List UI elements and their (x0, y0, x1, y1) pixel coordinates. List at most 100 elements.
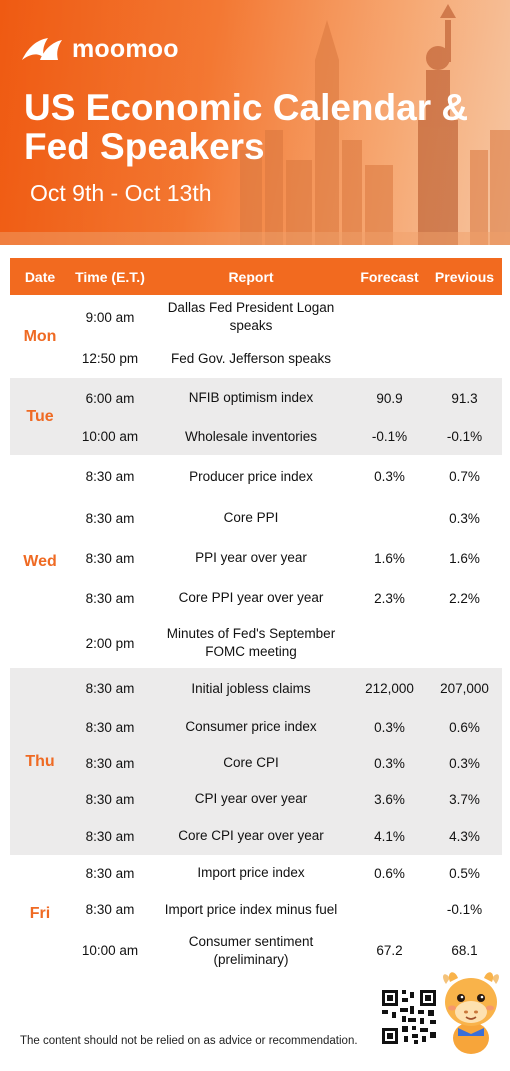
table-header: Date Time (E.T.) Report Forecast Previou… (10, 258, 502, 295)
time-cell: 9:00 am (85, 309, 135, 325)
day-group-fri: Fri 8:30 am Import price index 0.6% 0.5%… (10, 855, 502, 973)
time-cell: 8:30 am (85, 755, 135, 771)
report-cell: Import price index (197, 865, 305, 880)
previous-cell: 4.3% (449, 828, 480, 844)
previous-cell: 0.6% (449, 719, 480, 735)
forecast-cell: 2.3% (374, 590, 405, 606)
brand-logo: moomoo (20, 34, 179, 64)
time-cell: 8:30 am (85, 469, 135, 484)
qr-code-icon (380, 988, 438, 1046)
time-cell: 8:30 am (85, 902, 135, 917)
report-cell: Minutes of Fed's September FOMC meeting (166, 626, 336, 659)
previous-cell: 2.2% (449, 590, 480, 606)
previous-cell: 207,000 (440, 681, 489, 696)
time-cell: 8:30 am (85, 791, 135, 807)
day-group-thu: Thu 8:30 am Initial jobless claims 212,0… (10, 668, 502, 855)
previous-cell: 0.3% (449, 755, 480, 771)
report-cell: Core PPI (223, 510, 279, 525)
previous-cell: -0.1% (446, 429, 483, 444)
previous-cell: 91.3 (451, 390, 478, 406)
day-group-wed: Wed 8:30 am Producer price index 0.3% 0.… (10, 455, 502, 668)
day-label: Wed (23, 552, 57, 570)
forecast-cell: 0.3% (374, 755, 405, 771)
table-row: 8:30 am Import price index minus fuel -0… (70, 891, 502, 928)
report-cell: Core CPI year over year (178, 828, 324, 843)
title-line-2: Fed Speakers (24, 126, 265, 167)
table-row: 8:30 am Initial jobless claims 212,000 2… (70, 668, 502, 709)
time-cell: 12:50 pm (81, 351, 139, 366)
table-row: 12:50 pm Fed Gov. Jefferson speaks (70, 339, 502, 378)
table-row: 8:30 am CPI year over year 3.6% 3.7% (70, 781, 502, 817)
time-cell: 8:30 am (85, 719, 135, 735)
forecast-cell: 3.6% (374, 791, 405, 807)
mascot-icon (443, 972, 499, 1054)
forecast-cell: 4.1% (374, 828, 405, 844)
table-row: 6:00 am NFIB optimism index 90.9 91.3 (70, 378, 502, 418)
hero-banner: moomoo US Economic Calendar & Fed Speake… (0, 0, 510, 245)
report-cell: Initial jobless claims (191, 680, 311, 696)
day-group-mon: Mon 9:00 am Dallas Fed President Logan s… (10, 295, 502, 378)
city-skyline-icon (0, 0, 510, 245)
previous-cell: -0.1% (446, 902, 483, 917)
report-cell: Consumer price index (185, 719, 317, 734)
table-row: 8:30 am Consumer price index 0.3% 0.6% (70, 709, 502, 745)
previous-cell: 0.7% (449, 469, 480, 484)
table-row: 10:00 am Wholesale inventories -0.1% -0.… (70, 418, 502, 455)
report-cell: Core PPI year over year (178, 590, 324, 605)
forecast-cell: 90.9 (376, 390, 403, 406)
previous-cell: 0.3% (449, 510, 480, 526)
day-label: Fri (29, 905, 51, 922)
day-group-tue: Tue 6:00 am NFIB optimism index 90.9 91.… (10, 378, 502, 455)
report-cell: NFIB optimism index (188, 390, 314, 405)
previous-cell: 3.7% (449, 791, 480, 807)
col-header-previous: Previous (434, 268, 495, 285)
table-row: 2:00 pm Minutes of Fed's September FOMC … (70, 618, 502, 668)
disclaimer-text: The content should not be relied on as a… (20, 1035, 358, 1047)
report-cell: Producer price index (189, 468, 313, 484)
previous-cell: 1.6% (449, 550, 480, 566)
table-row: 8:30 am PPI year over year 1.6% 1.6% (70, 538, 502, 578)
col-header-time: Time (E.T.) (75, 268, 145, 285)
time-cell: 8:30 am (85, 550, 135, 566)
calendar-table: Date Time (E.T.) Report Forecast Previou… (10, 258, 502, 1020)
moomoo-logo-icon (22, 38, 62, 60)
col-header-forecast: Forecast (360, 268, 419, 285)
report-cell: Core CPI (223, 755, 279, 770)
table-row: 9:00 am Dallas Fed President Logan speak… (70, 295, 502, 339)
time-cell: 8:30 am (85, 865, 135, 881)
time-cell: 2:00 pm (85, 635, 135, 651)
report-cell: Consumer sentiment (preliminary) (188, 933, 314, 967)
logo-text: moomoo (72, 34, 179, 63)
time-cell: 6:00 am (85, 390, 135, 406)
title-line-1: US Economic Calendar & (24, 87, 469, 128)
table-row: 10:00 am Consumer sentiment (preliminary… (70, 928, 502, 973)
date-range: Oct 9th - Oct 13th (30, 180, 212, 206)
day-label: Mon (23, 327, 57, 345)
report-cell: Wholesale inventories (184, 428, 318, 444)
time-cell: 8:30 am (85, 681, 135, 696)
col-header-report: Report (228, 268, 274, 285)
day-label: Thu (25, 752, 55, 770)
col-header-date: Date (24, 268, 56, 285)
time-cell: 10:00 am (81, 429, 139, 444)
time-cell: 10:00 am (81, 943, 139, 958)
forecast-cell: 67.2 (376, 943, 403, 958)
report-cell: PPI year over year (195, 550, 307, 565)
previous-cell: 68.1 (451, 943, 478, 958)
table-row: 8:30 am Core PPI 0.3% (70, 498, 502, 538)
time-cell: 8:30 am (85, 828, 135, 844)
forecast-cell: 1.6% (374, 550, 405, 566)
forecast-cell: -0.1% (371, 429, 408, 444)
report-cell: Fed Gov. Jefferson speaks (170, 350, 332, 366)
table-row: 8:30 am Core CPI year over year 4.1% 4.3… (70, 817, 502, 855)
previous-cell: 0.5% (449, 865, 480, 881)
forecast-cell: 212,000 (365, 681, 414, 696)
table-row: 8:30 am Core PPI year over year 2.3% 2.2… (70, 578, 502, 618)
report-cell: Dallas Fed President Logan speaks (167, 300, 335, 333)
forecast-cell: 0.6% (374, 865, 405, 881)
forecast-cell: 0.3% (374, 719, 405, 735)
table-row: 8:30 am Core CPI 0.3% 0.3% (70, 745, 502, 781)
forecast-cell: 0.3% (374, 469, 405, 484)
report-cell: Import price index minus fuel (164, 901, 338, 917)
page-title: US Economic Calendar & Fed Speakers (24, 88, 468, 166)
